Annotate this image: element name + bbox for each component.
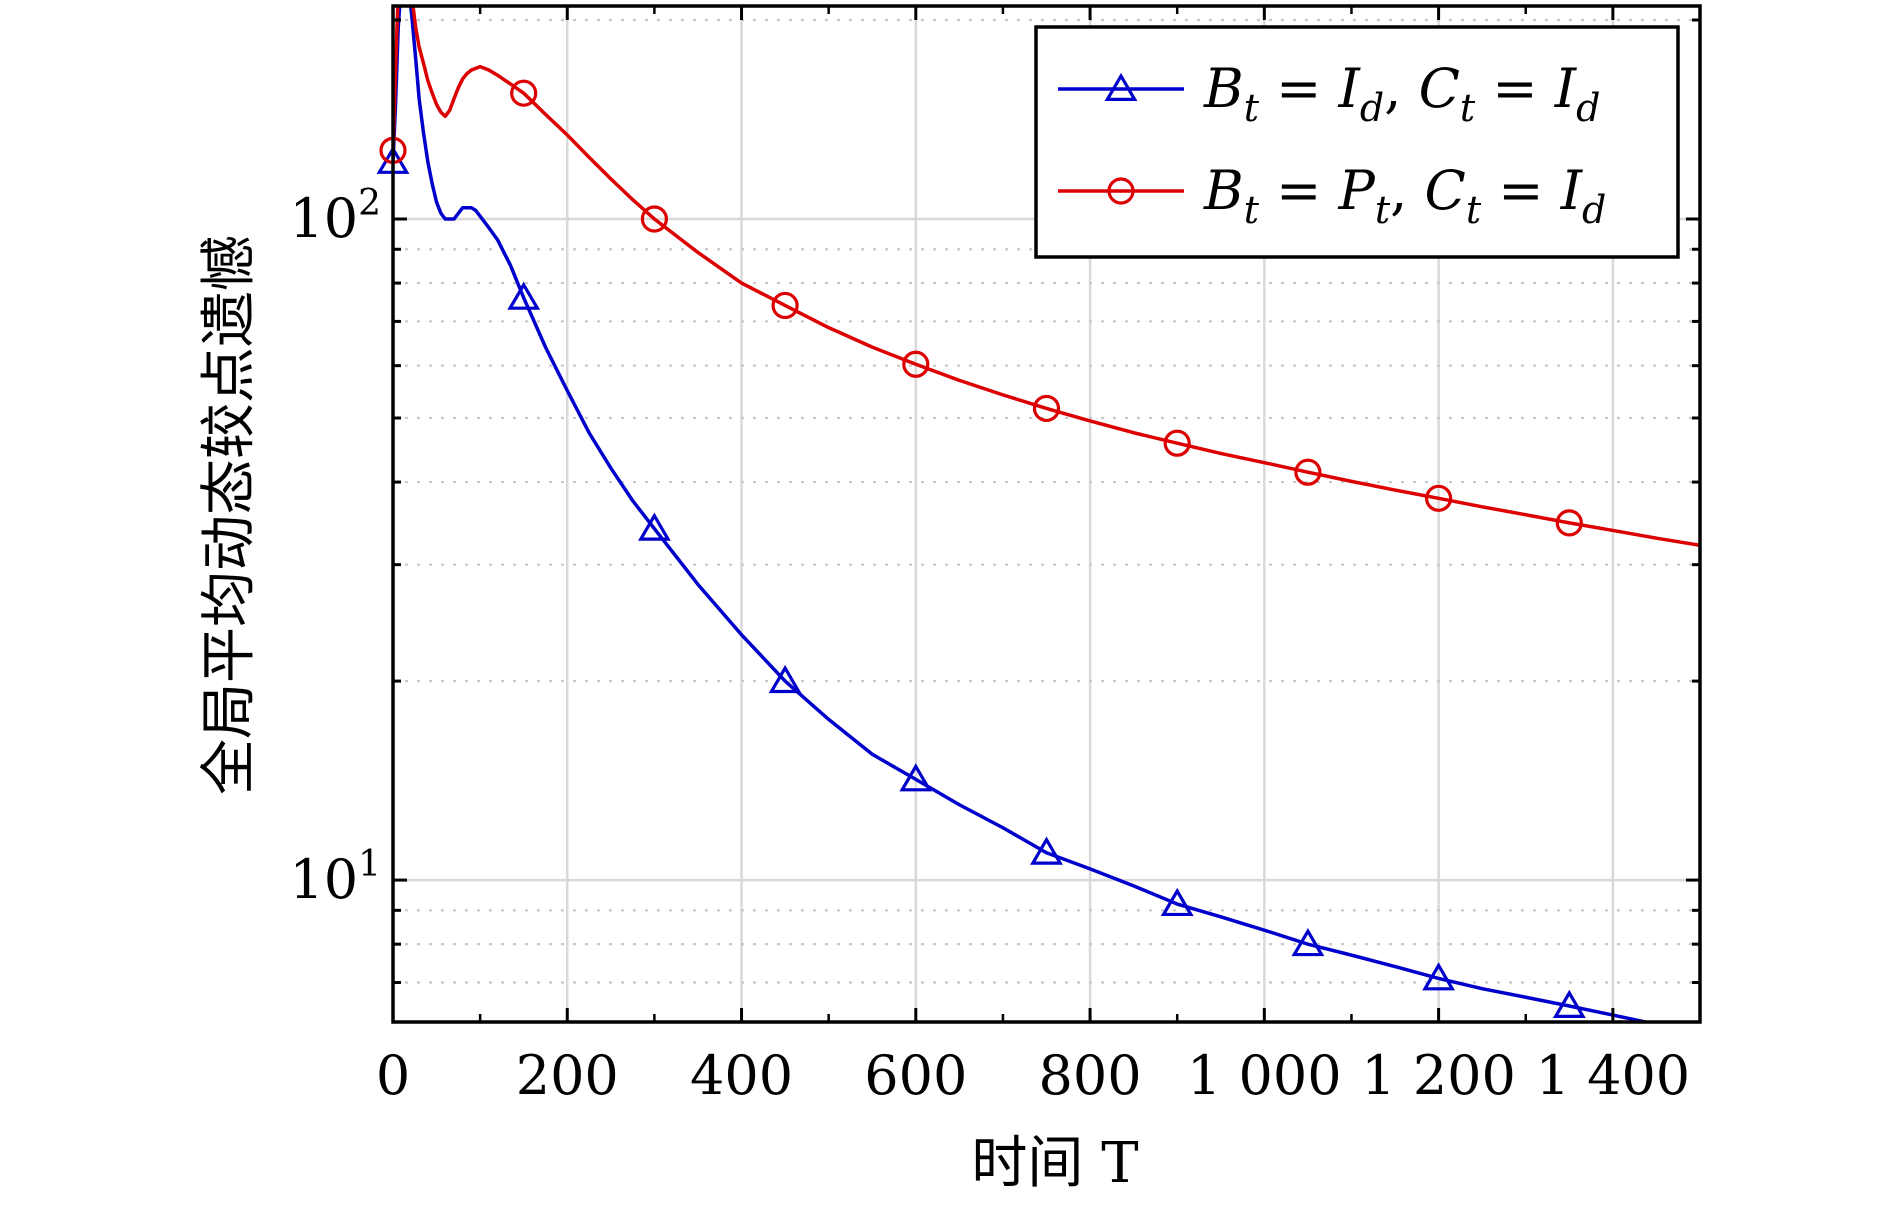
data-point bbox=[771, 291, 799, 320]
data-point bbox=[768, 664, 802, 694]
legend-entry-2: Bt = Pt, Ct = Id bbox=[1058, 159, 1606, 232]
data-point bbox=[510, 79, 538, 107]
legend-box bbox=[1034, 25, 1680, 259]
data-point bbox=[1030, 836, 1063, 865]
x-tick-label: 0 bbox=[376, 1044, 410, 1107]
data-point bbox=[1294, 458, 1322, 486]
data-point bbox=[1422, 962, 1456, 991]
legend-entry-1: Bt = Id, Ct = Id bbox=[1058, 57, 1600, 130]
legend: Bt = Id, Ct = Id Bt = Pt, Ct = Id bbox=[1034, 25, 1680, 259]
y-tick-label: 101 bbox=[289, 844, 381, 911]
x-tick-label: 400 bbox=[690, 1044, 793, 1107]
data-point bbox=[1163, 429, 1191, 457]
frame-layer bbox=[391, 4, 1702, 1024]
series-markers bbox=[376, 145, 1586, 1018]
x-tick-label: 1 200 bbox=[1361, 1044, 1516, 1107]
data-point bbox=[899, 763, 933, 792]
series-2 bbox=[393, 6, 1700, 547]
data-point bbox=[1032, 394, 1061, 423]
x-axis-title: 时间 T bbox=[971, 1131, 1138, 1196]
x-tick-label: 1 000 bbox=[1187, 1044, 1342, 1107]
series-layer bbox=[376, 6, 1700, 1022]
data-point bbox=[1291, 927, 1325, 957]
data-point bbox=[637, 512, 671, 541]
tick-layer: 0 200 400 600 800 1 000 1 200 1 400 101 102 bbox=[289, 6, 1700, 1107]
data-point bbox=[507, 281, 541, 310]
legend-label: Bt = Id, Ct = Id bbox=[1203, 57, 1600, 130]
y-tick-label: 102 bbox=[289, 183, 381, 250]
y-axis-title: 全局平均动态较点遗憾 bbox=[197, 235, 262, 795]
data-point bbox=[1160, 887, 1194, 917]
x-tick-label: 1 400 bbox=[1536, 1044, 1691, 1107]
data-point bbox=[902, 350, 930, 378]
x-tick-label: 800 bbox=[1039, 1044, 1142, 1107]
data-point bbox=[1424, 484, 1453, 512]
data-point bbox=[1555, 509, 1583, 537]
x-tick-label: 200 bbox=[516, 1044, 619, 1107]
legend-marker bbox=[1104, 72, 1138, 102]
data-point bbox=[640, 205, 669, 233]
x-tick-label: 600 bbox=[864, 1044, 967, 1107]
plot-frame bbox=[391, 4, 1702, 1024]
data-point bbox=[1552, 989, 1586, 1018]
series-line bbox=[393, 6, 1654, 1022]
series-1 bbox=[393, 6, 1654, 1022]
legend-marker bbox=[1107, 177, 1135, 205]
legend-label: Bt = Pt, Ct = Id bbox=[1203, 159, 1606, 232]
series-line bbox=[393, 6, 1700, 547]
